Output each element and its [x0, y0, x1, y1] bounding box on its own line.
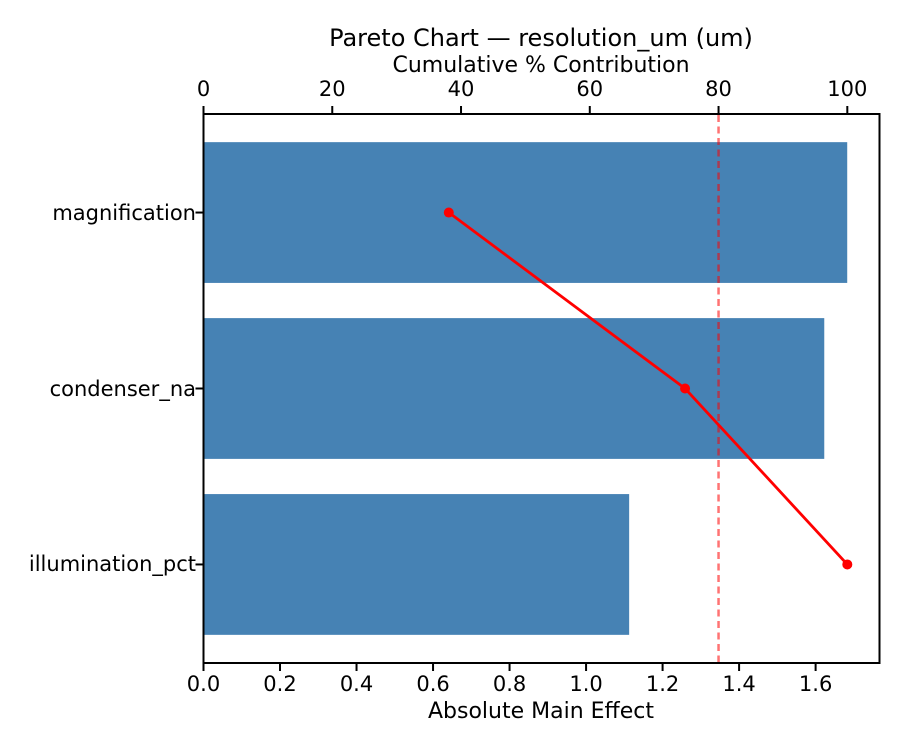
chart-title: Pareto Chart — resolution_um (um) — [329, 24, 753, 52]
y-label-illumination_pct: illumination_pct — [28, 552, 196, 577]
top-axis-label: Cumulative % Contribution — [392, 53, 690, 78]
top-tick-label-0: 0 — [196, 77, 211, 101]
bottom-tick-label-1.6: 1.6 — [798, 672, 833, 696]
bottom-tick-label-1.4: 1.4 — [722, 672, 756, 696]
bottom-axis-label: Absolute Main Effect — [428, 699, 654, 724]
top-tick-label-80: 80 — [705, 77, 732, 101]
y-label-magnification: magnification — [52, 200, 196, 225]
bottom-tick-label-1.2: 1.2 — [645, 672, 680, 696]
top-tick-label-60: 60 — [576, 77, 604, 101]
axes-frame — [202, 113, 881, 664]
bar-condenser_na — [204, 318, 825, 459]
bar-magnification — [204, 142, 848, 283]
cumulative-marker-illumination_pct — [842, 559, 853, 570]
cumulative-marker-condenser_na — [680, 383, 691, 394]
top-tick-label-40: 40 — [447, 77, 475, 101]
bar-illumination_pct — [204, 494, 630, 635]
y-label-condenser_na: condenser_na — [49, 376, 196, 401]
top-tick-label-100: 100 — [827, 77, 868, 101]
cumulative-marker-magnification — [443, 207, 454, 218]
top-tick-label-20: 20 — [318, 77, 346, 101]
bottom-tick-label-0.4: 0.4 — [339, 672, 374, 696]
bottom-tick-label-0.2: 0.2 — [263, 672, 297, 696]
bottom-tick-label-0.6: 0.6 — [416, 672, 450, 696]
bottom-tick-label-1.0: 1.0 — [569, 672, 603, 696]
bottom-tick-label-0.0: 0.0 — [186, 672, 221, 696]
bottom-tick-label-0.8: 0.8 — [492, 672, 527, 696]
